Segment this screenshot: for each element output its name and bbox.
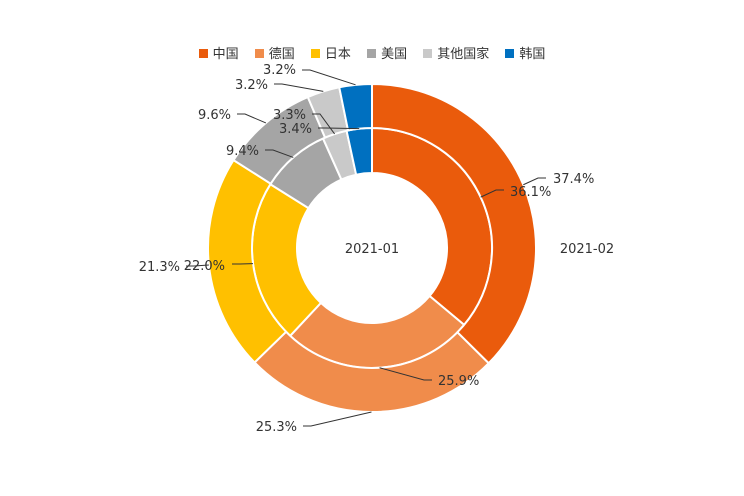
data-label-inner-china: 36.1% — [510, 185, 551, 200]
data-label-outer-china: 37.4% — [553, 172, 594, 187]
legend-label: 韩国 — [519, 47, 546, 62]
data-label-inner-germany: 25.9% — [438, 374, 479, 389]
leader-line-inner-other — [312, 113, 335, 135]
data-label-outer-usa: 9.6% — [198, 108, 231, 123]
legend-item-china[interactable]: 中国 — [198, 43, 239, 62]
legend-swatch — [310, 49, 320, 58]
legend-item-usa[interactable]: 美国 — [367, 43, 407, 62]
leader-line-inner-germany — [379, 367, 432, 381]
legend-item-japan[interactable]: 日本 — [310, 43, 351, 62]
legend: 中国 德国 日本 美国 其他国家 韩国 — [0, 43, 744, 62]
legend-swatch — [423, 49, 433, 58]
series-label-outer: 2021-02 — [560, 242, 614, 257]
leader-line-outer-japan — [186, 264, 209, 267]
legend-label: 美国 — [381, 47, 408, 62]
legend-label: 其他国家 — [437, 47, 490, 62]
leader-line-inner-china — [480, 189, 504, 198]
leader-line-outer-china — [523, 177, 546, 186]
legend-label: 中国 — [212, 47, 239, 62]
slice-outer-korea[interactable] — [338, 82, 373, 132]
data-label-outer-germany: 25.3% — [256, 420, 297, 435]
slice-outer-china[interactable] — [371, 82, 537, 365]
legend-swatch — [254, 49, 264, 58]
series-label-inner: 2021-01 — [345, 242, 399, 257]
data-label-inner-korea: 3.4% — [279, 122, 312, 137]
leader-line-outer-usa — [237, 113, 267, 124]
leader-line-outer-germany — [303, 411, 372, 427]
data-label-inner-usa: 9.4% — [226, 144, 259, 159]
leader-line-inner-korea — [318, 127, 360, 130]
legend-label: 日本 — [324, 47, 351, 62]
data-label-inner-other: 3.3% — [273, 108, 306, 123]
legend-item-other[interactable]: 其他国家 — [423, 43, 489, 62]
leader-line-outer-korea — [302, 69, 356, 86]
data-label-outer-korea: 3.2% — [263, 63, 296, 78]
leader-line-inner-usa — [265, 149, 294, 158]
legend-item-germany[interactable]: 德国 — [254, 43, 295, 62]
legend-label: 德国 — [268, 47, 295, 62]
legend-swatch — [505, 49, 515, 58]
data-label-outer-japan: 21.3% — [139, 260, 180, 275]
data-label-outer-other: 3.2% — [235, 78, 268, 93]
leader-line-outer-other — [274, 83, 324, 92]
legend-item-korea[interactable]: 韩国 — [505, 43, 545, 62]
legend-swatch — [198, 49, 208, 58]
legend-swatch — [367, 49, 377, 58]
data-label-inner-japan: 22.0% — [184, 259, 225, 274]
